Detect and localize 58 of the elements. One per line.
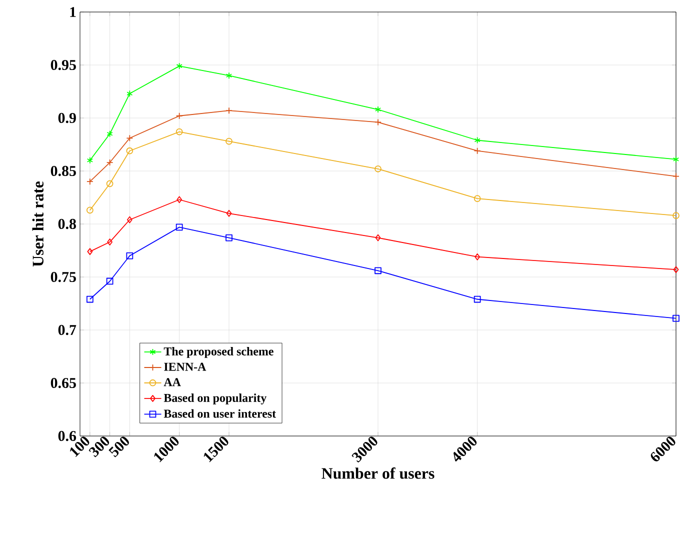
x-axis-title: Number of users [322, 467, 434, 479]
point [86, 178, 94, 186]
point [374, 106, 382, 113]
point [176, 112, 183, 120]
point [126, 147, 134, 154]
y-tick-label: 1 [70, 7, 76, 17]
y-tick-label: 0.9 [58, 112, 76, 124]
point [86, 156, 93, 164]
point [474, 296, 481, 303]
point [106, 159, 114, 166]
point [86, 296, 94, 303]
x-tick-label: 500 [108, 436, 129, 458]
point [106, 130, 113, 138]
point [474, 195, 481, 202]
legend-label: IENN-A [164, 362, 206, 371]
point [86, 206, 94, 214]
point [176, 128, 183, 136]
point [672, 172, 680, 180]
y-axis-title: User hit rate [32, 181, 44, 267]
legend-label: AA [164, 378, 181, 386]
point [126, 216, 132, 224]
point [474, 136, 480, 144]
legend-label: Based on popularity [164, 394, 267, 404]
point [176, 224, 183, 231]
legend-label: The proposed scheme [164, 347, 274, 358]
point [673, 266, 679, 274]
point [226, 210, 232, 217]
point [107, 238, 112, 246]
y-tick-label: 0.95 [50, 60, 76, 70]
point [106, 278, 114, 285]
x-tick-label: 300 [88, 436, 110, 458]
y-tick-label: 0.75 [50, 272, 76, 282]
point [375, 234, 381, 242]
point [126, 134, 134, 142]
y-tick-label: 0.85 [50, 166, 76, 176]
point [126, 90, 133, 98]
point [374, 267, 382, 274]
point [226, 138, 232, 145]
point [226, 72, 232, 80]
y-tick-label: 0.8 [58, 218, 76, 230]
y-tick-label: 0.7 [58, 324, 76, 336]
point [374, 118, 382, 126]
y-tick-label: 0.65 [50, 378, 76, 388]
point [226, 234, 232, 242]
point [106, 180, 114, 188]
x-tick-label: 6000 [650, 436, 676, 462]
legend-label: Based on user interest [164, 409, 276, 418]
point [672, 314, 680, 322]
point [176, 196, 182, 204]
point [672, 212, 680, 219]
point [87, 248, 93, 255]
point [672, 156, 680, 163]
x-tick-label: 4000 [453, 436, 477, 462]
point [474, 147, 481, 154]
point [176, 62, 182, 70]
point [374, 165, 382, 172]
point [126, 252, 134, 260]
point [474, 253, 480, 260]
